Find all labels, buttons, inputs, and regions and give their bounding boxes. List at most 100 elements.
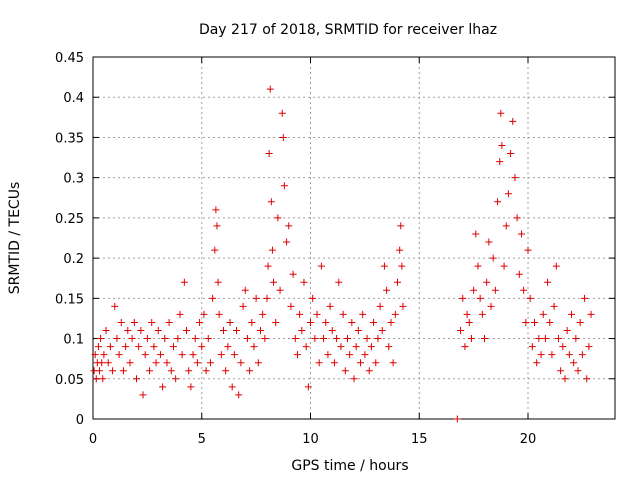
data-point <box>563 327 571 335</box>
data-point <box>374 335 382 343</box>
data-point <box>396 246 404 254</box>
data-point <box>376 302 384 310</box>
data-point <box>163 359 171 367</box>
data-point <box>309 294 317 302</box>
data-point <box>176 310 184 318</box>
data-point <box>180 278 188 286</box>
data-point <box>111 302 119 310</box>
data-point <box>487 302 495 310</box>
data-point <box>531 318 539 326</box>
data-point <box>150 343 158 351</box>
data-point <box>557 367 565 375</box>
data-point <box>474 262 482 270</box>
data-point <box>509 117 517 125</box>
data-point <box>193 359 201 367</box>
data-point <box>266 85 274 93</box>
data-point <box>561 375 569 383</box>
data-point <box>574 367 582 375</box>
data-point <box>570 359 578 367</box>
axis-ticks <box>92 56 615 420</box>
x-tick-label: 5 <box>198 432 206 447</box>
data-point <box>346 351 354 359</box>
data-point <box>535 335 543 343</box>
data-point <box>250 343 258 351</box>
data-point <box>385 343 393 351</box>
data-point <box>152 359 160 367</box>
data-point <box>204 335 212 343</box>
data-point <box>498 141 506 149</box>
data-point <box>333 335 341 343</box>
data-point <box>215 310 223 318</box>
data-point <box>104 359 112 367</box>
data-point <box>467 335 475 343</box>
data-point <box>339 310 347 318</box>
data-point <box>272 318 280 326</box>
data-point <box>552 262 560 270</box>
data-point <box>261 335 269 343</box>
data-point <box>497 109 505 117</box>
x-tick-label: 0 <box>89 432 97 447</box>
data-point <box>517 230 525 238</box>
y-tick-label: 0.3 <box>63 172 84 187</box>
data-point <box>222 367 230 375</box>
data-point <box>470 286 478 294</box>
data-point <box>130 318 138 326</box>
data-point <box>185 367 193 375</box>
data-point <box>252 294 260 302</box>
data-point <box>315 359 323 367</box>
data-point <box>270 278 278 286</box>
data-point <box>109 367 117 375</box>
data-point <box>537 351 545 359</box>
data-point <box>172 375 180 383</box>
data-point <box>263 294 271 302</box>
y-axis-label: SRMTID / TECUs <box>7 182 23 295</box>
data-point <box>198 343 206 351</box>
data-point <box>546 318 554 326</box>
data-point <box>307 318 314 326</box>
y-tick-label: 0.25 <box>55 212 84 227</box>
data-point <box>324 351 332 359</box>
data-point <box>515 270 523 278</box>
data-point <box>363 335 371 343</box>
y-tick-label: 0.45 <box>55 51 84 66</box>
data-point <box>370 318 378 326</box>
data-point <box>128 335 136 343</box>
data-point <box>507 150 515 158</box>
data-point <box>243 335 251 343</box>
data-point <box>159 383 167 391</box>
y-tick-labels: 0 0.05 0.1 0.15 0.2 0.25 0.3 0.35 0.4 0.45 <box>55 51 84 428</box>
data-point <box>228 383 236 391</box>
data-point <box>169 343 177 351</box>
data-point <box>137 327 145 335</box>
data-point <box>500 262 508 270</box>
data-point <box>320 335 328 343</box>
data-point <box>265 150 273 158</box>
x-tick-label: 10 <box>302 432 319 447</box>
data-point <box>296 310 304 318</box>
data-point <box>283 238 291 246</box>
data-point <box>279 133 287 141</box>
data-point <box>291 335 299 343</box>
data-point <box>115 351 123 359</box>
data-point <box>174 335 182 343</box>
data-point <box>348 318 356 326</box>
data-point <box>206 359 214 367</box>
data-point <box>233 327 241 335</box>
data-point <box>117 318 125 326</box>
data-point <box>526 294 534 302</box>
data-point <box>485 238 493 246</box>
data-point <box>313 310 321 318</box>
y-tick-label: 0 <box>76 413 84 428</box>
data-point <box>239 302 247 310</box>
data-point <box>230 351 238 359</box>
data-point <box>550 302 558 310</box>
data-point <box>187 383 195 391</box>
data-point <box>583 375 591 383</box>
data-point <box>213 222 221 230</box>
data-point <box>397 222 405 230</box>
data-point <box>126 359 134 367</box>
data-point <box>237 359 245 367</box>
data-point <box>165 318 173 326</box>
data-point <box>548 351 556 359</box>
